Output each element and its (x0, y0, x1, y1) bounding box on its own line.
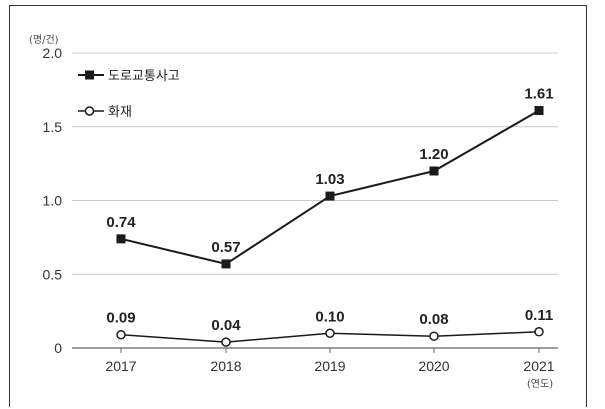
data-label: 0.09 (106, 310, 135, 327)
x-tick-label: 2018 (210, 358, 241, 374)
data-label: 1.20 (419, 146, 448, 163)
data-point (534, 327, 544, 337)
data-label: 1.03 (315, 171, 344, 188)
y-tick-label: 0.5 (43, 266, 63, 282)
data-point (325, 191, 335, 201)
legend-label-fire: 화재 (108, 105, 132, 120)
y-axis-unit-label: (명/건) (29, 34, 59, 46)
legend-square-marker (85, 70, 94, 80)
legend: 도로교통사고 화재 (78, 69, 180, 120)
x-tick-label: 2021 (523, 358, 554, 374)
data-point (116, 234, 126, 244)
chart-frame (9, 5, 587, 407)
data-label: 0.04 (211, 317, 241, 334)
data-point (429, 166, 439, 176)
data-point (325, 328, 335, 338)
legend-label-road: 도로교통사고 (108, 69, 180, 84)
data-label: 0.57 (211, 239, 240, 256)
series-group: 0.74 0.57 1.03 1.20 1.61 0.09 0.04 0.10 0.08 0.11 (106, 86, 554, 347)
x-tick-label: 2017 (105, 358, 136, 374)
x-axis-ticks: 2017 2018 2019 2020 2021 (105, 348, 555, 374)
data-label: 0.11 (525, 307, 553, 324)
y-tick-label: 2.0 (43, 45, 63, 61)
x-tick-label: 2019 (314, 358, 345, 374)
data-label: 0.08 (419, 311, 448, 328)
legend-item-road: 도로교통사고 (78, 69, 180, 84)
data-label: 0.74 (106, 214, 136, 231)
data-label: 1.61 (524, 86, 553, 103)
y-tick-label: 1.0 (43, 193, 63, 209)
x-axis-unit-label: (연도) (527, 378, 553, 390)
y-tick-label: 1.5 (43, 119, 63, 135)
data-point (429, 331, 439, 341)
data-point (221, 259, 231, 269)
y-tick-label: 0 (54, 340, 62, 356)
y-axis-ticks: 0 0.5 1.0 1.5 2.0 (43, 45, 63, 356)
legend-circle-marker (84, 106, 95, 116)
gridlines (72, 52, 558, 349)
data-point (221, 337, 231, 347)
data-label: 0.10 (315, 308, 344, 325)
x-tick-label: 2020 (418, 358, 449, 374)
data-point (534, 106, 544, 116)
legend-item-fire: 화재 (78, 105, 132, 120)
data-point (116, 329, 126, 340)
